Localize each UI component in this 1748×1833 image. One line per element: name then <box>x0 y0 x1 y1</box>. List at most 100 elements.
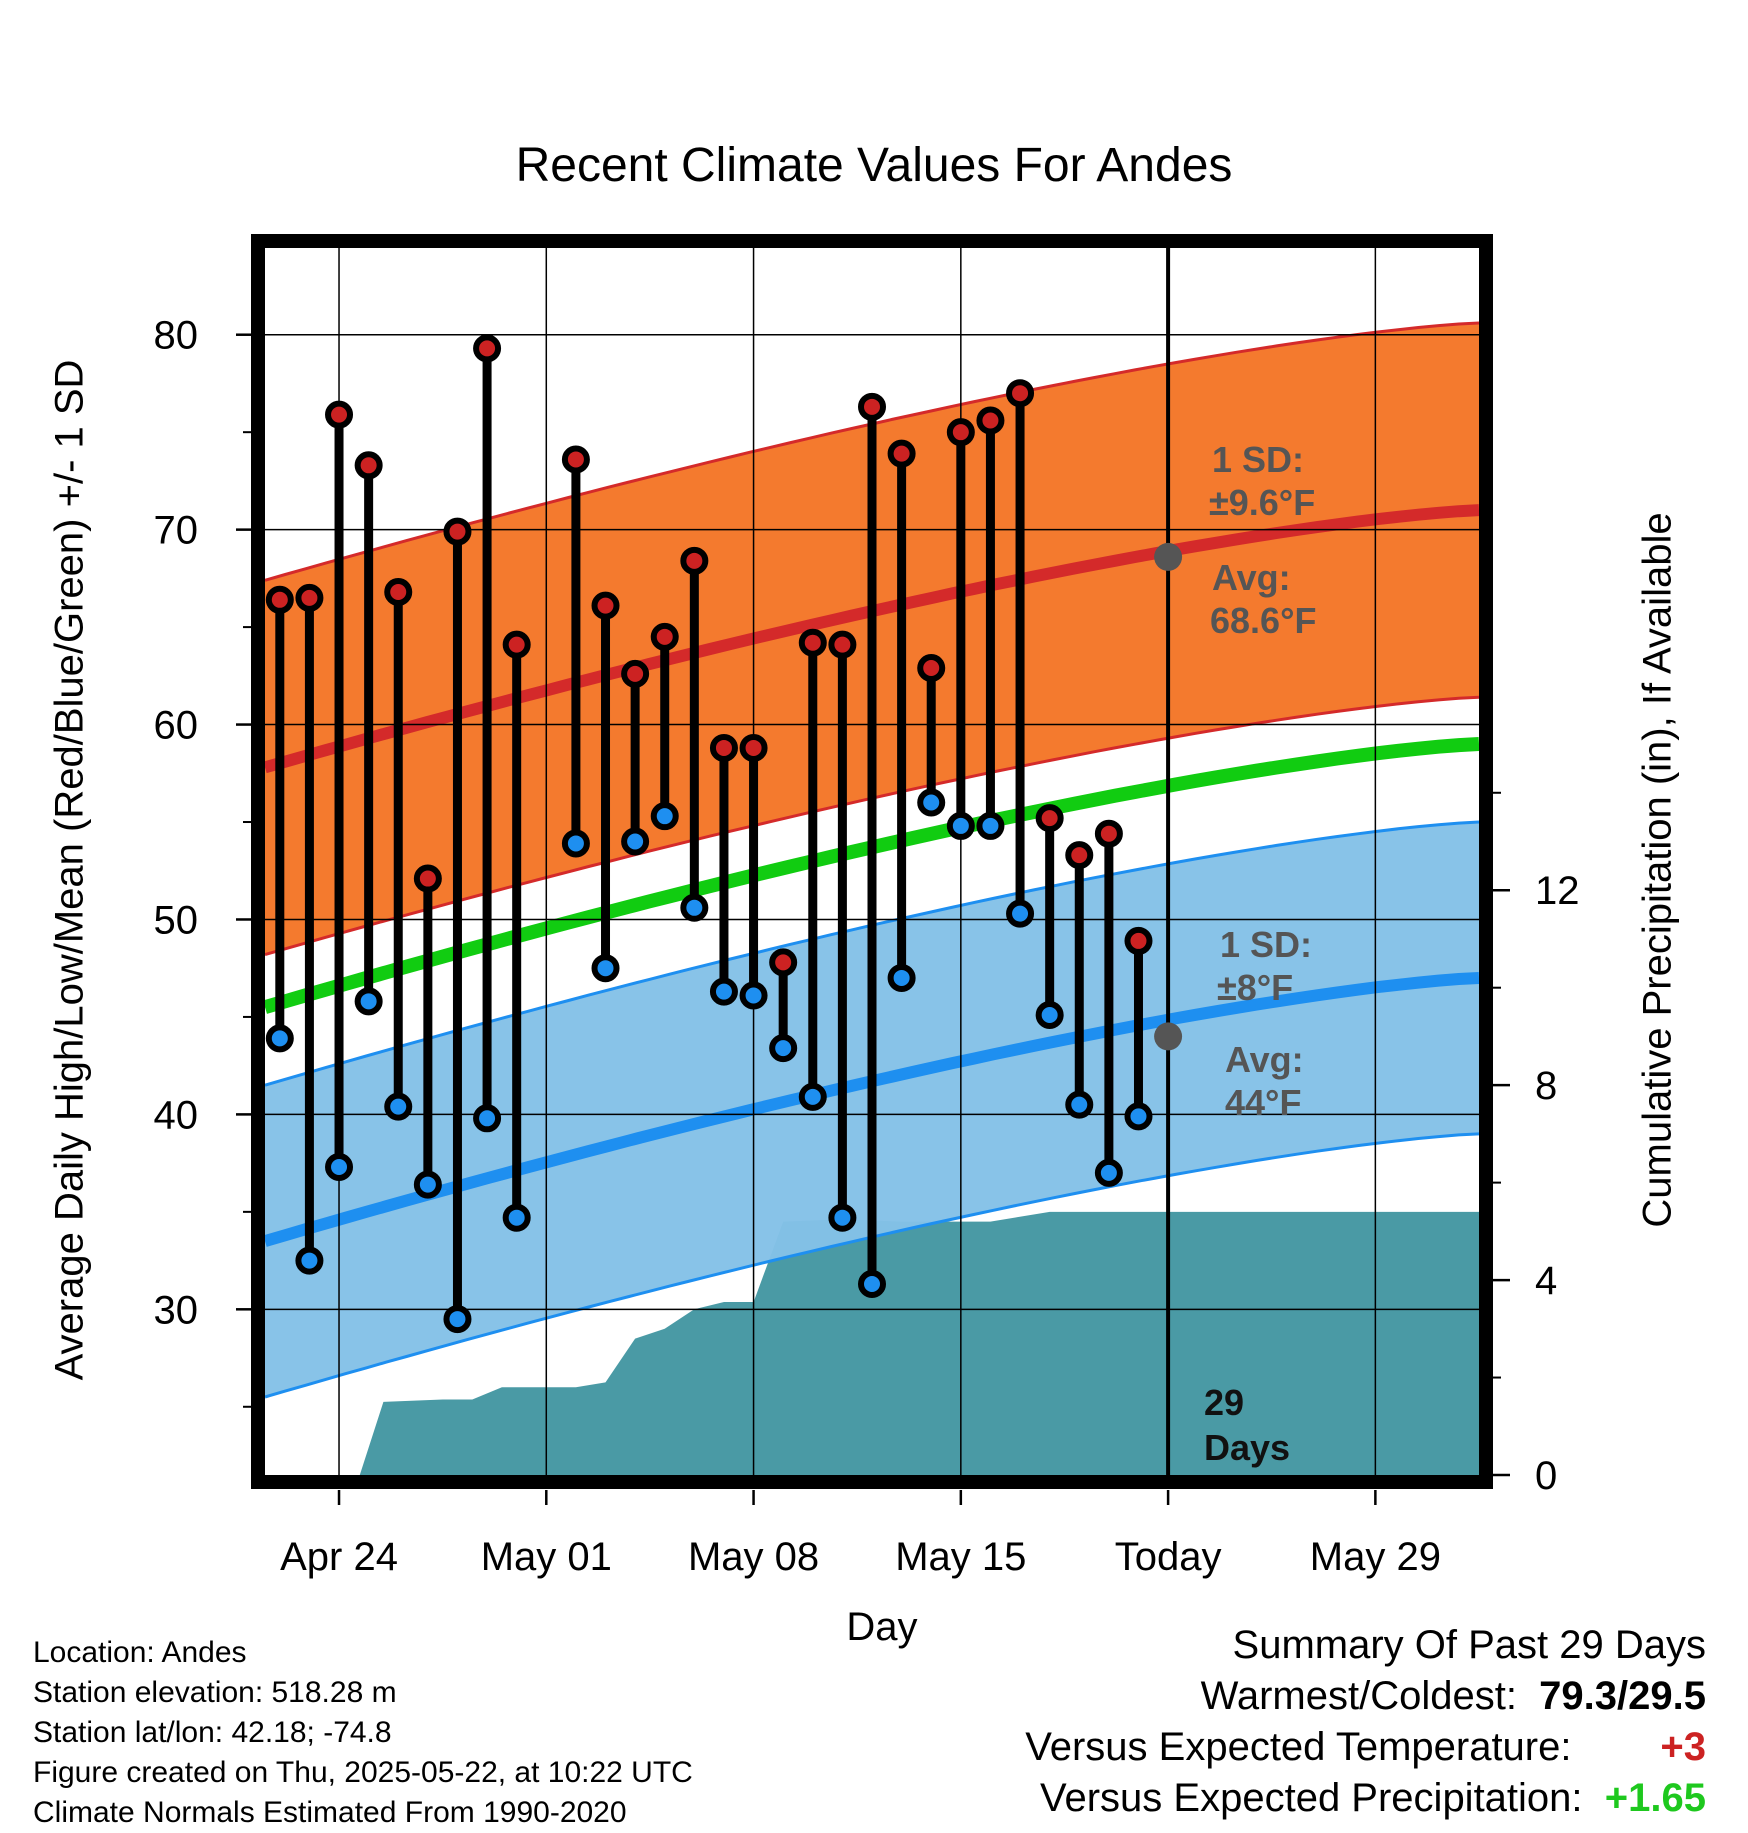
daily-high-point <box>798 628 827 657</box>
daily-low-point <box>1035 1000 1064 1029</box>
daily-low-point <box>828 1203 857 1232</box>
days-word: Days <box>1204 1427 1290 1468</box>
station-metadata: Location: Andes Station elevation: 518.2… <box>33 1633 693 1833</box>
daily-range-14 <box>650 622 679 831</box>
daily-low-point <box>561 829 590 858</box>
daily-low-point <box>443 1305 472 1334</box>
daily-range-18 <box>769 948 798 1063</box>
daily-range-15 <box>680 546 709 922</box>
daily-range-28 <box>1065 841 1094 1119</box>
daily-low-point <box>709 977 738 1006</box>
daily-high-point <box>650 622 679 651</box>
daily-range-bars <box>265 334 1153 1334</box>
daily-high-point <box>265 585 294 614</box>
daily-high-point <box>680 546 709 575</box>
daily-high-point <box>887 439 916 468</box>
daily-range-3 <box>325 400 354 1182</box>
summary-precip-value: +1.65 <box>1604 1776 1706 1820</box>
daily-low-point <box>1124 1102 1153 1131</box>
meta-location: Location: Andes <box>33 1636 247 1669</box>
x-tick-label: May 29 <box>1310 1535 1441 1579</box>
daily-low-point <box>413 1170 442 1199</box>
low-avg-label: Avg: <box>1225 1039 1304 1080</box>
daily-low-point <box>1065 1090 1094 1119</box>
daily-high-point <box>384 578 413 607</box>
daily-range-27 <box>1035 804 1064 1029</box>
daily-range-24 <box>946 418 975 840</box>
daily-low-point <box>858 1269 886 1298</box>
summary-precip-label: Versus Expected Precipitation: <box>1040 1776 1583 1820</box>
y-right-tick-label: 8 <box>1535 1064 1557 1108</box>
meta-latlon: Station lat/lon: 42.18; -74.8 <box>33 1716 392 1749</box>
y-axis-right-label: Cumulative Precipitation (in), If Availa… <box>1635 512 1680 1228</box>
daily-range-30 <box>1124 926 1153 1131</box>
daily-low-point <box>650 802 679 831</box>
daily-range-21 <box>858 392 886 1298</box>
x-tick-label: May 01 <box>481 1535 612 1579</box>
x-tick-label: Today <box>1115 1535 1222 1579</box>
daily-range-8 <box>473 334 502 1133</box>
daily-low-point <box>265 1024 294 1053</box>
summary-heading: Summary Of Past 29 Days <box>1232 1623 1706 1667</box>
daily-high-point <box>473 334 502 363</box>
summary-temp-value: +3 <box>1660 1725 1706 1769</box>
high-avg-label: Avg: <box>1212 557 1291 598</box>
x-tick-label: May 15 <box>895 1535 1026 1579</box>
daily-low-point <box>976 811 1005 840</box>
daily-range-5 <box>384 578 413 1121</box>
daily-range-6 <box>413 864 442 1199</box>
daily-high-point <box>917 654 946 683</box>
daily-range-23 <box>917 654 946 817</box>
daily-range-9 <box>502 630 531 1232</box>
y-right-tick-label: 12 <box>1535 869 1580 913</box>
precipitation-area <box>359 1211 1479 1475</box>
summary-warm-cold-label: Warmest/Coldest: <box>1200 1674 1517 1718</box>
daily-range-1 <box>265 585 294 1053</box>
daily-high-point <box>443 517 472 546</box>
daily-high-point <box>976 406 1005 435</box>
daily-high-point <box>1124 926 1153 955</box>
x-tick-label: May 08 <box>688 1535 819 1579</box>
today-avg-high-marker <box>1154 542 1183 571</box>
daily-high-point <box>739 733 768 762</box>
daily-low-point <box>621 827 650 856</box>
daily-range-22 <box>887 439 916 992</box>
daily-range-4 <box>354 451 383 1016</box>
daily-low-point <box>384 1092 413 1121</box>
meta-created: Figure created on Thu, 2025-05-22, at 10… <box>33 1756 693 1789</box>
meta-elevation: Station elevation: 518.28 m <box>33 1676 397 1709</box>
axes: 30 40 50 60 70 80 0 4 8 12 Apr 24 May 01 May 08 May 1… <box>154 314 1580 1579</box>
daily-range-11 <box>561 445 590 858</box>
daily-low-point <box>1006 899 1035 928</box>
daily-low-point <box>946 811 975 840</box>
daily-low-point <box>325 1153 354 1182</box>
daily-low-point <box>354 987 383 1016</box>
daily-range-26 <box>1006 379 1035 928</box>
daily-low-point <box>473 1104 502 1133</box>
summary-temp-label: Versus Expected Temperature: <box>1025 1725 1572 1769</box>
today-avg-low-marker <box>1154 1022 1183 1051</box>
daily-range-12 <box>591 591 620 983</box>
daily-high-point <box>769 948 798 977</box>
precip-area <box>359 1211 1479 1475</box>
summary-warm-cold-row: Warmest/Coldest: 79.3/29.5 <box>1025 1671 1706 1722</box>
daily-range-20 <box>828 630 857 1232</box>
daily-low-point <box>1094 1158 1123 1187</box>
days-count: 29 <box>1204 1382 1244 1423</box>
daily-range-19 <box>798 628 827 1111</box>
y-left-tick-label: 40 <box>154 1093 199 1137</box>
summary-precip-row: Versus Expected Precipitation: +1.65 <box>1025 1773 1706 1824</box>
y-right-tick-label: 0 <box>1535 1454 1557 1498</box>
daily-high-point <box>621 659 650 688</box>
y-left-tick-label: 80 <box>154 314 199 358</box>
high-sd-label: 1 SD: <box>1212 439 1304 480</box>
low-avg-value: 44°F <box>1225 1082 1301 1123</box>
low-sd-value: ±8°F <box>1217 967 1293 1008</box>
daily-high-point <box>413 864 442 893</box>
daily-high-point <box>1094 819 1123 848</box>
high-avg-value: 68.6°F <box>1210 600 1316 641</box>
daily-high-point <box>354 451 383 480</box>
meta-normals: Climate Normals Estimated From 1990-2020 <box>33 1796 627 1829</box>
daily-high-point <box>1035 804 1064 833</box>
